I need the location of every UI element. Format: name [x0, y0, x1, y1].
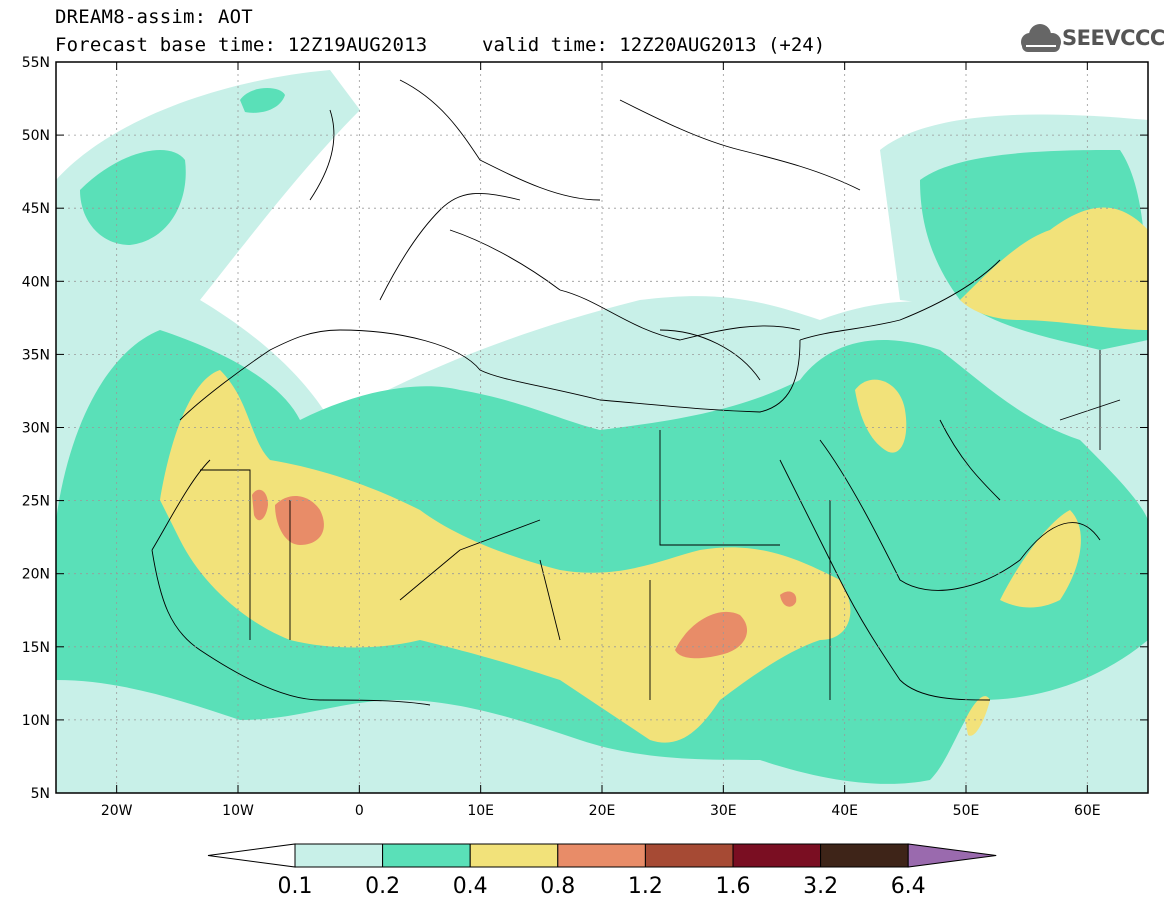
colorbar-cell	[644, 843, 734, 868]
lat-label: 10N	[22, 713, 50, 729]
colorbar-cell	[820, 843, 909, 868]
colorbar-level-label: 6.4	[891, 874, 926, 899]
axis-ticks	[56, 61, 1148, 794]
lat-label: 5N	[31, 786, 50, 802]
colorbar-level-label: 0.2	[365, 874, 400, 899]
lon-label: 10W	[222, 803, 254, 819]
lon-label: 0	[355, 803, 364, 819]
colorbar-cell	[469, 843, 559, 868]
lat-label: 40N	[22, 274, 50, 290]
aot-field	[56, 70, 1148, 793]
colorbar-cell	[732, 843, 822, 868]
colorbar-level-label: 0.4	[453, 874, 488, 899]
lat-label: 30N	[22, 421, 50, 437]
colorbar-level-label: 3.2	[803, 874, 838, 899]
lon-label: 40E	[831, 803, 858, 819]
lon-label: 50E	[953, 803, 980, 819]
coastlines-and-borders	[151, 79, 1121, 706]
colorbar-cell	[557, 843, 646, 868]
colorbar-cell	[382, 843, 471, 868]
colorbar-level-label: 0.8	[540, 874, 575, 899]
colorbar-level-label: 1.2	[628, 874, 663, 899]
title-line-2: Forecast base time: 12Z19AUG2013	[55, 34, 428, 56]
lon-label: 10E	[467, 803, 494, 819]
lat-label: 45N	[22, 201, 50, 217]
lat-label: 25N	[22, 494, 50, 510]
title-line-1: DREAM8-assim: AOT	[55, 6, 253, 28]
logo-text: SEEVCCC	[1062, 26, 1165, 50]
lon-label: 30E	[710, 803, 737, 819]
lon-label: 60E	[1074, 803, 1101, 819]
latitude-labels: 55N 50N 45N 40N 35N 30N 25N 20N 15N 10N 5N	[22, 55, 50, 802]
valid-time-label: valid time: 12Z20AUG2013 (+24)	[482, 34, 826, 56]
lon-label: 20W	[101, 803, 133, 819]
lon-label: 20E	[589, 803, 616, 819]
colorbar-level-label: 0.1	[278, 874, 313, 899]
longitude-labels: 20W 10W 0 10E 20E 30E 40E 50E 60E	[101, 803, 1101, 819]
colorbar-level-label: 1.6	[716, 874, 751, 899]
lat-label: 55N	[22, 55, 50, 71]
lat-label: 20N	[22, 567, 50, 583]
cloud-logo-icon	[1021, 24, 1061, 52]
colorbar: 0.1 0.2 0.4 0.8 1.2 1.6 3.2 6.4	[207, 843, 997, 899]
lat-label: 15N	[22, 640, 50, 656]
lat-label: 35N	[22, 347, 50, 363]
lat-label: 50N	[22, 128, 50, 144]
colorbar-over-triangle	[907, 843, 997, 868]
colorbar-under-triangle	[207, 843, 296, 868]
colorbar-cell	[294, 843, 384, 868]
gridlines	[56, 62, 1148, 793]
